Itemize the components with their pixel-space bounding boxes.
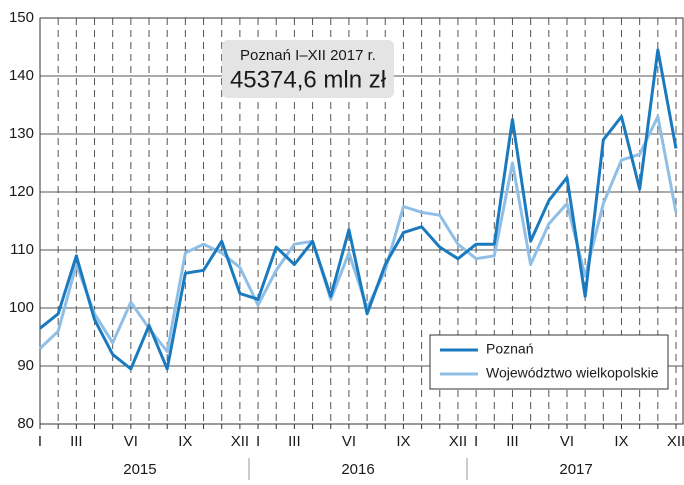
- y-tick-label: 120: [9, 183, 34, 200]
- year-label: 2017: [559, 461, 592, 478]
- y-tick-label: 80: [17, 415, 34, 432]
- x-tick-label: IX: [396, 433, 410, 450]
- x-tick-label: XII: [231, 433, 249, 450]
- legend-label: Poznań: [486, 341, 533, 357]
- annotation-title: Poznań I–XII 2017 r.: [240, 47, 376, 64]
- plot-frame: [39, 17, 684, 425]
- annotation-box: [222, 40, 394, 98]
- year-label: 2016: [341, 461, 374, 478]
- x-tick-label: III: [288, 433, 301, 450]
- annotation-value: 45374,6 mln zł: [230, 66, 387, 93]
- series-line: [38, 115, 678, 353]
- x-tick-label: VI: [560, 433, 574, 450]
- y-tick-label: 150: [9, 9, 34, 26]
- y-tick-label: 140: [9, 67, 34, 84]
- y-tick-label: 110: [10, 241, 34, 258]
- legend-box: [429, 334, 669, 390]
- year-label: 2015: [123, 461, 156, 478]
- x-tick-label: VI: [124, 433, 138, 450]
- x-tick-label: IX: [178, 433, 192, 450]
- y-tick-label: 100: [9, 299, 34, 316]
- x-tick-label: I: [474, 433, 478, 450]
- x-tick-label: III: [506, 433, 519, 450]
- x-tick-label: VI: [342, 433, 356, 450]
- x-tick-label: I: [256, 433, 260, 450]
- y-tick-label: 90: [17, 357, 34, 374]
- x-tick-label: IX: [614, 433, 628, 450]
- y-tick-label: 130: [9, 125, 34, 142]
- x-tick-label: I: [38, 433, 42, 450]
- x-tick-label: XII: [449, 433, 467, 450]
- series-line: [39, 48, 678, 371]
- x-tick-label: III: [70, 433, 83, 450]
- x-tick-label: XII: [667, 433, 684, 450]
- legend-label: Województwo wielkopolskie: [486, 365, 659, 381]
